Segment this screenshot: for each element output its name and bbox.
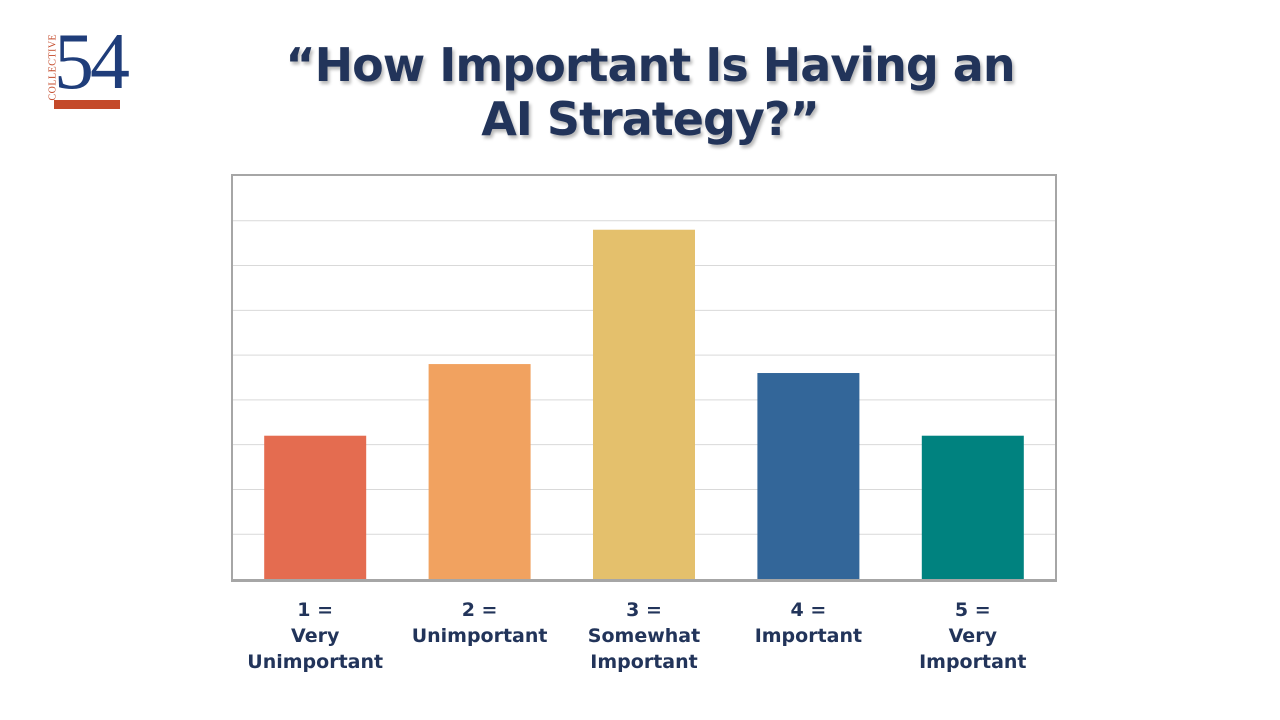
chart-title: “How Important Is Having an AI Strategy?… xyxy=(240,38,1060,146)
category-label-3: 3 = Somewhat Important xyxy=(559,597,729,675)
category-label-5-line-2: Very xyxy=(948,625,997,647)
category-label-1: 1 = Very Unimportant xyxy=(230,597,400,675)
category-label-4-line-1: 4 = xyxy=(790,599,827,621)
category-label-2-line-2: Unimportant xyxy=(411,625,548,647)
category-label-3-line-3: Important xyxy=(590,651,698,673)
category-label-1-line-3: Unimportant xyxy=(247,651,384,673)
category-label-1-line-1: 1 = xyxy=(297,599,334,621)
category-label-3-line-2: Somewhat xyxy=(587,625,701,647)
chart-title-line-2: AI Strategy?” xyxy=(481,92,820,146)
bar-2 xyxy=(428,364,531,579)
bar-3 xyxy=(593,229,695,579)
category-label-5: 5 = Very Important xyxy=(888,597,1058,675)
category-label-2-line-1: 2 = xyxy=(461,599,498,621)
category-label-4-line-2: Important xyxy=(754,625,863,647)
category-label-5-line-3: Important xyxy=(919,651,1027,673)
category-label-1-line-2: Very xyxy=(291,625,340,647)
bar-chart xyxy=(233,220,1055,579)
logo-number: 54 xyxy=(54,18,130,106)
category-label-4: 4 = Important xyxy=(723,597,893,649)
bar-4 xyxy=(757,373,860,579)
category-label-3-line-1: 3 = xyxy=(626,599,662,621)
category-label-2: 2 = Unimportant xyxy=(395,597,565,649)
chart-title-line-1: “How Important Is Having an xyxy=(285,38,1015,92)
chart-plot-area xyxy=(231,174,1057,582)
logo-accent-bar xyxy=(54,100,120,109)
bar-1 xyxy=(264,435,367,579)
category-label-5-line-1: 5 = xyxy=(954,599,991,621)
collective54-logo: COLLECTIVE 54 xyxy=(40,22,130,112)
bar-5 xyxy=(921,435,1024,579)
